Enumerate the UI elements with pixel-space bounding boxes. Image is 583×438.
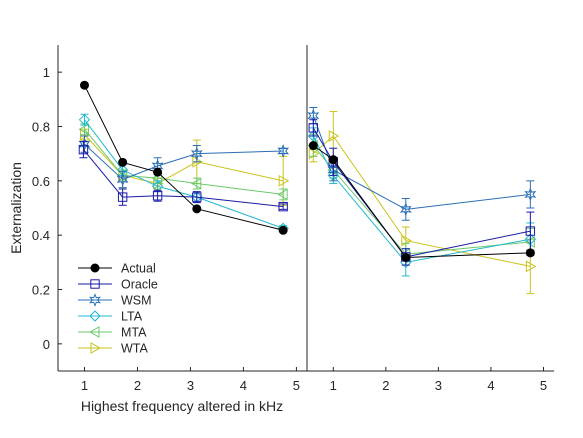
y-tick-label: 0.6 xyxy=(32,174,50,189)
error-bar xyxy=(401,197,410,221)
series-mta xyxy=(307,134,535,266)
legend-marker-wta xyxy=(90,342,102,354)
error-bar xyxy=(192,177,201,190)
y-tick-label: 0.8 xyxy=(32,120,50,135)
data-point-actual xyxy=(118,157,128,167)
legend-label: WTA xyxy=(121,342,149,356)
legend-label: LTA xyxy=(121,310,143,324)
data-point-oracle xyxy=(525,226,536,236)
y-axis-label: Externalization xyxy=(8,162,24,254)
data-point-actual xyxy=(153,167,163,177)
series-oracle xyxy=(308,119,536,266)
error-bar xyxy=(526,211,535,251)
data-point-actual xyxy=(79,80,89,90)
series-oracle xyxy=(78,140,288,212)
data-point-wta xyxy=(278,174,290,187)
x-tick-label: 1 xyxy=(330,378,337,393)
data-point-wsm xyxy=(277,144,290,158)
data-point-mta xyxy=(78,123,89,136)
legend-label: Oracle xyxy=(121,278,158,292)
y-tick-label: 1 xyxy=(43,65,50,80)
series-actual xyxy=(79,80,288,235)
data-point-wta xyxy=(328,130,340,142)
data-point-oracle xyxy=(192,192,202,202)
error-bar xyxy=(153,189,162,202)
data-point-mta xyxy=(190,177,202,190)
data-point-mta xyxy=(277,188,288,201)
data-point-actual xyxy=(525,248,535,258)
x-tick-label: 4 xyxy=(487,378,494,393)
legend-label: MTA xyxy=(121,326,147,340)
data-point-wsm xyxy=(524,187,537,202)
legend-entry-wsm: WSM xyxy=(78,293,152,308)
legend-marker-mta xyxy=(88,326,100,338)
error-bar xyxy=(279,188,288,201)
y-tick-label: 0.4 xyxy=(32,228,50,243)
series-wta xyxy=(308,111,537,295)
data-point-oracle xyxy=(278,201,288,212)
y-tick-label: 0.2 xyxy=(32,283,50,298)
data-point-actual xyxy=(328,155,338,165)
legend-entry-oracle: Oracle xyxy=(78,278,158,292)
series-lta xyxy=(78,113,289,235)
error-bar xyxy=(279,203,288,210)
legend-entry-mta: MTA xyxy=(78,326,147,340)
x-tick-label: 4 xyxy=(240,378,247,393)
series-wsm xyxy=(307,106,537,221)
series-line-oracle xyxy=(312,127,531,258)
x-tick-label: 5 xyxy=(540,378,547,393)
series-line-mta xyxy=(84,128,284,195)
x-axis-label: Highest frequency altered in kHz xyxy=(81,398,283,414)
x-tick-label: 3 xyxy=(187,378,194,393)
series-line-wsm xyxy=(312,115,531,210)
legend-marker-lta xyxy=(89,310,101,322)
x-tick-label: 2 xyxy=(382,378,389,393)
series-line-mta xyxy=(312,145,531,255)
data-point-oracle xyxy=(152,191,163,201)
error-bar xyxy=(192,191,201,204)
x-tick-label: 5 xyxy=(293,378,300,393)
legend-label: Actual xyxy=(121,262,156,276)
left-panel: 1 2 3 4 5 0 0.2 0.4 0.6 0.8 1 xyxy=(32,45,307,393)
series-line-actual xyxy=(313,145,531,258)
legend-entry-lta: LTA xyxy=(78,310,143,324)
data-point-actual xyxy=(401,252,411,262)
error-bar xyxy=(526,180,535,209)
right-panel: 1 2 3 4 5 xyxy=(306,45,554,393)
legend-marker-wsm xyxy=(89,293,101,307)
data-point-actual xyxy=(308,141,318,151)
data-point-wsm xyxy=(399,202,412,217)
legend: Actual Oracle WSM LTA MTA WTA xyxy=(78,262,158,356)
legend-marker-actual xyxy=(90,263,100,273)
legend-entry-actual: Actual xyxy=(78,262,156,276)
series-line-lta xyxy=(312,135,531,263)
data-point-wta xyxy=(525,260,537,273)
data-point-wsm xyxy=(190,146,203,161)
x-tick-label: 2 xyxy=(134,378,141,393)
series-line-wta xyxy=(312,135,531,267)
x-tick-label: 3 xyxy=(435,378,442,393)
error-bar xyxy=(79,140,88,159)
data-point-lta xyxy=(78,114,91,126)
series-mta xyxy=(78,123,288,201)
error-bar xyxy=(309,119,318,137)
legend-entry-wta: WTA xyxy=(78,342,149,356)
data-point-wsm xyxy=(116,172,129,187)
data-point-actual xyxy=(278,225,288,235)
data-point-oracle xyxy=(78,144,89,155)
x-tick-label: 1 xyxy=(81,378,88,393)
error-bar xyxy=(118,188,127,206)
y-tick-label: 0 xyxy=(43,337,50,352)
data-point-oracle xyxy=(308,123,319,133)
legend-label: WSM xyxy=(121,294,152,308)
series-actual xyxy=(308,141,535,262)
legend-marker-oracle xyxy=(90,279,100,289)
data-point-actual xyxy=(192,204,202,214)
data-point-oracle xyxy=(117,192,128,202)
